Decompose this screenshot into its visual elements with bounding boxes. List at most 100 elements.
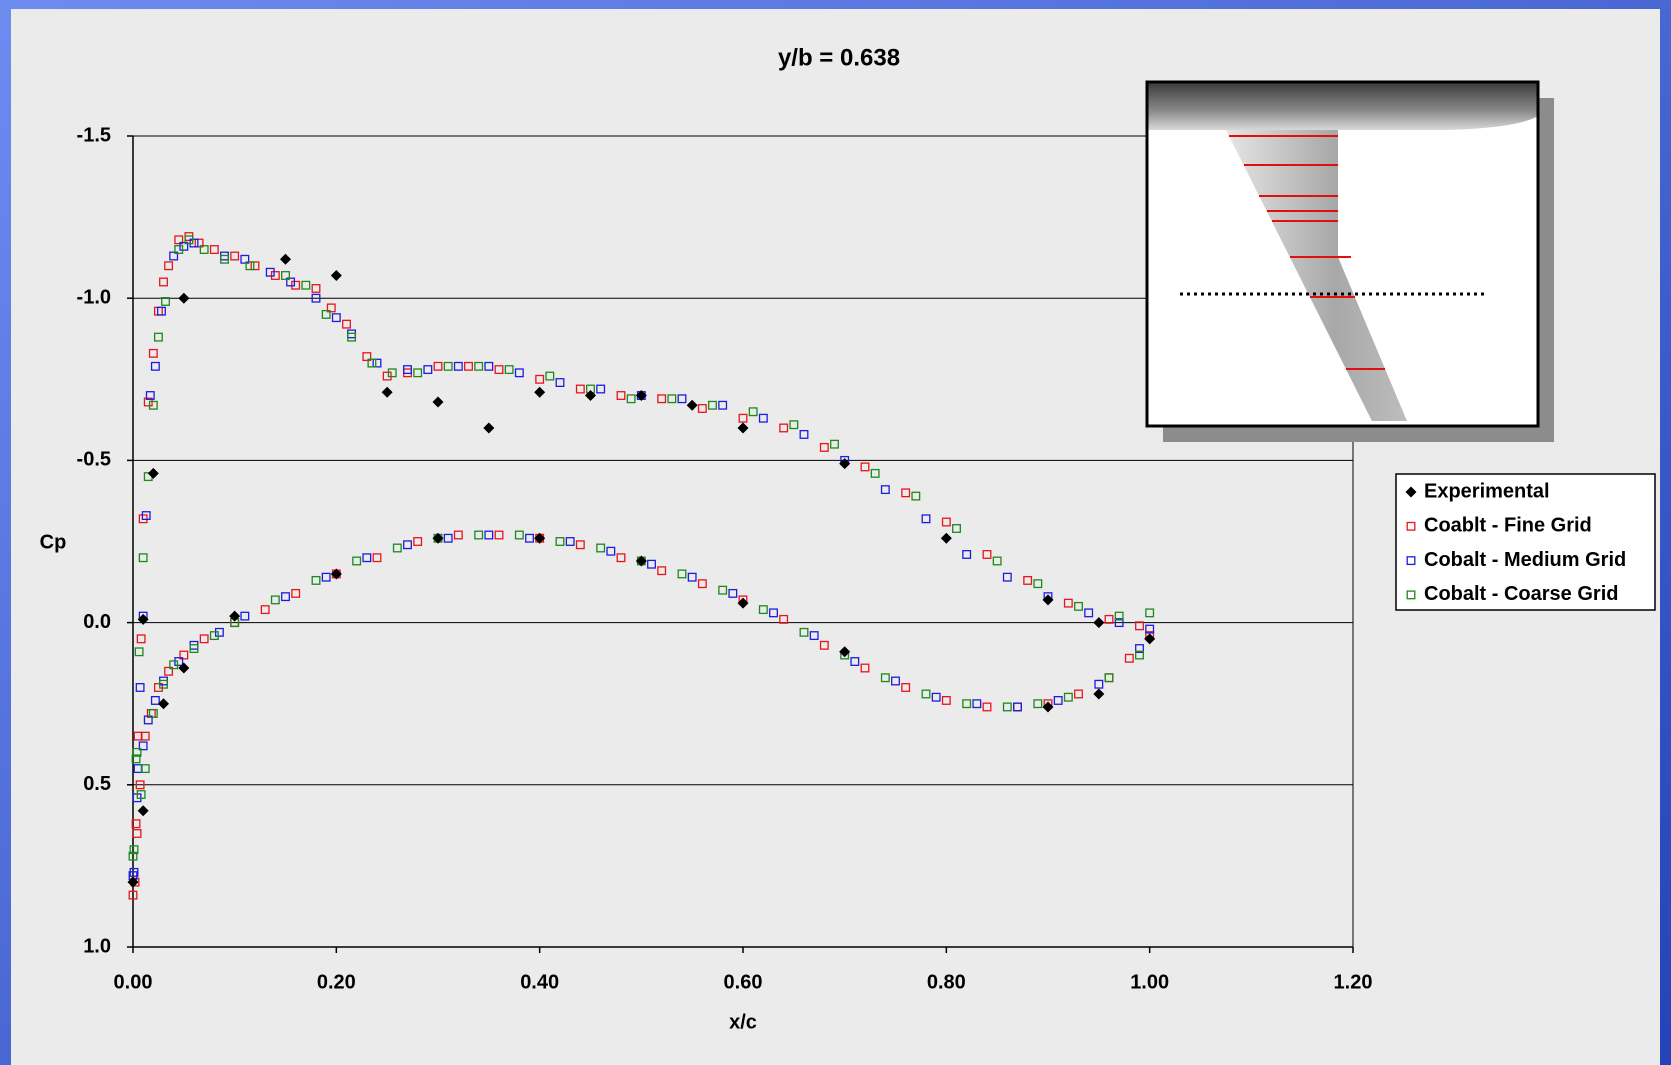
- point: [311, 293, 321, 303]
- point: [403, 540, 412, 550]
- point: [860, 462, 870, 472]
- point: [159, 679, 168, 689]
- point: [911, 491, 921, 501]
- point: [931, 692, 941, 702]
- inset-border: [1145, 80, 1540, 428]
- point: [260, 605, 270, 615]
- point: [718, 585, 728, 595]
- point: [657, 394, 667, 404]
- series: [128, 238, 1155, 881]
- point: [281, 271, 290, 280]
- point: [677, 394, 687, 404]
- point: [367, 358, 377, 368]
- point: [484, 530, 494, 540]
- point: [372, 553, 382, 563]
- point: [616, 553, 626, 563]
- point: [311, 284, 321, 293]
- point: [474, 530, 484, 540]
- point: [229, 610, 241, 622]
- point: [136, 634, 146, 644]
- point: [413, 368, 423, 378]
- point: [708, 400, 717, 410]
- point: [504, 365, 514, 375]
- x-tick-label: 1.20: [1334, 971, 1373, 993]
- point: [1094, 679, 1104, 689]
- point: [128, 851, 138, 861]
- point: [474, 361, 484, 371]
- point: [432, 396, 444, 408]
- point: [291, 588, 301, 598]
- point: [891, 676, 900, 686]
- point: [921, 689, 931, 699]
- point: [220, 254, 229, 264]
- point: [413, 537, 423, 546]
- point: [164, 666, 174, 676]
- point: [135, 780, 145, 790]
- point: [758, 413, 768, 423]
- y-tick-label: -0.5: [77, 449, 111, 471]
- point: [230, 251, 240, 261]
- point: [799, 429, 809, 439]
- point: [1104, 673, 1114, 683]
- point: [194, 238, 204, 248]
- point: [150, 696, 160, 705]
- point: [148, 348, 158, 358]
- point: [347, 332, 357, 342]
- point: [514, 368, 524, 378]
- point: [140, 764, 150, 774]
- point: [585, 390, 596, 402]
- point: [647, 559, 656, 569]
- point: [555, 378, 565, 387]
- point: [1114, 611, 1124, 621]
- point: [164, 261, 174, 271]
- point: [819, 442, 829, 452]
- point: [159, 277, 168, 287]
- point: [809, 631, 819, 641]
- point: [1145, 624, 1155, 634]
- point: [387, 368, 397, 378]
- point: [952, 524, 961, 533]
- point: [1144, 633, 1156, 645]
- point: [134, 647, 144, 657]
- point: [718, 400, 728, 410]
- point: [1074, 689, 1083, 699]
- y-tick-label: 0.0: [83, 611, 111, 633]
- y-tick-label: 0.5: [83, 773, 111, 795]
- point: [362, 553, 372, 563]
- point: [565, 537, 575, 546]
- point: [189, 644, 199, 654]
- point: [178, 292, 190, 304]
- point: [677, 569, 687, 579]
- point: [131, 754, 141, 764]
- point: [940, 532, 952, 544]
- wing-inset: [1145, 80, 1554, 442]
- point: [1135, 621, 1144, 631]
- point: [1145, 608, 1155, 618]
- point: [992, 556, 1002, 566]
- x-tick-label: 0.00: [114, 971, 153, 993]
- x-tick-label: 0.20: [317, 971, 356, 993]
- legend-marker: [1406, 556, 1416, 566]
- point: [626, 394, 636, 404]
- point: [1063, 692, 1073, 702]
- point: [687, 572, 697, 582]
- point: [127, 876, 139, 888]
- point: [330, 568, 342, 580]
- legend-label: Cobalt - Medium Grid: [1424, 549, 1626, 571]
- point: [535, 374, 545, 384]
- x-tick-label: 1.00: [1130, 971, 1169, 993]
- point: [941, 517, 951, 527]
- legend-box: [1395, 473, 1656, 611]
- point: [137, 805, 149, 817]
- point: [301, 280, 311, 290]
- point: [921, 514, 931, 524]
- point: [141, 511, 151, 520]
- point: [779, 614, 789, 624]
- point: [1002, 702, 1012, 712]
- point: [941, 696, 951, 705]
- point: [779, 423, 789, 433]
- point: [311, 575, 321, 585]
- point: [494, 365, 504, 375]
